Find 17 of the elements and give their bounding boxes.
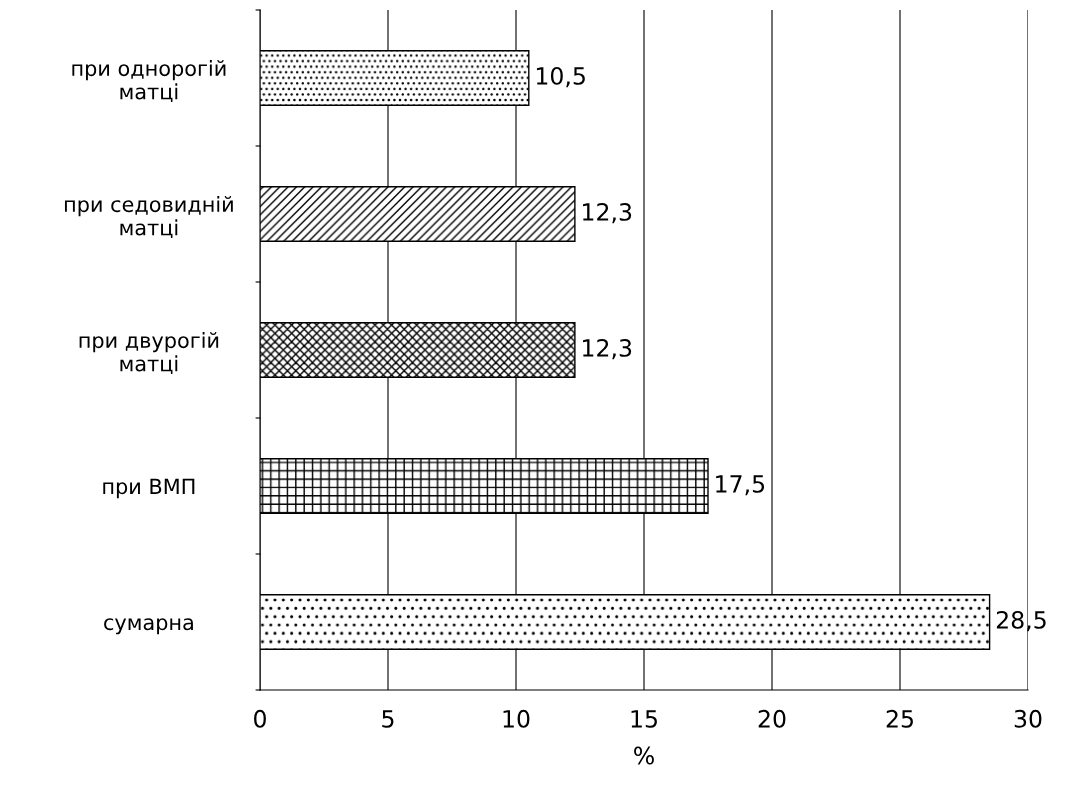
x-tick-label: 30 [1014, 709, 1042, 728]
x-tick-label: 10 [503, 709, 530, 728]
y-tick-label: при седовидній матці [64, 196, 233, 239]
x-tick-label: 15 [631, 710, 657, 728]
data-label: 17,5 [716, 475, 765, 496]
data-label: 10,5 [536, 66, 585, 88]
y-tick-label: при ВМП [103, 478, 195, 499]
x-tick-label: 5 [382, 710, 394, 728]
y-tick-label: при однорогій матці [72, 60, 226, 103]
y-tick-label: при двурогій матці [79, 332, 219, 375]
x-tick-label: 25 [886, 709, 913, 728]
data-label: 12,3 [583, 338, 632, 360]
x-axis-title: % [634, 746, 654, 765]
x-tick-label: 20 [758, 709, 786, 728]
x-tick-label: 0 [254, 709, 266, 728]
data-label: 12,3 [583, 202, 632, 224]
y-tick-label: сумарна [104, 618, 193, 635]
